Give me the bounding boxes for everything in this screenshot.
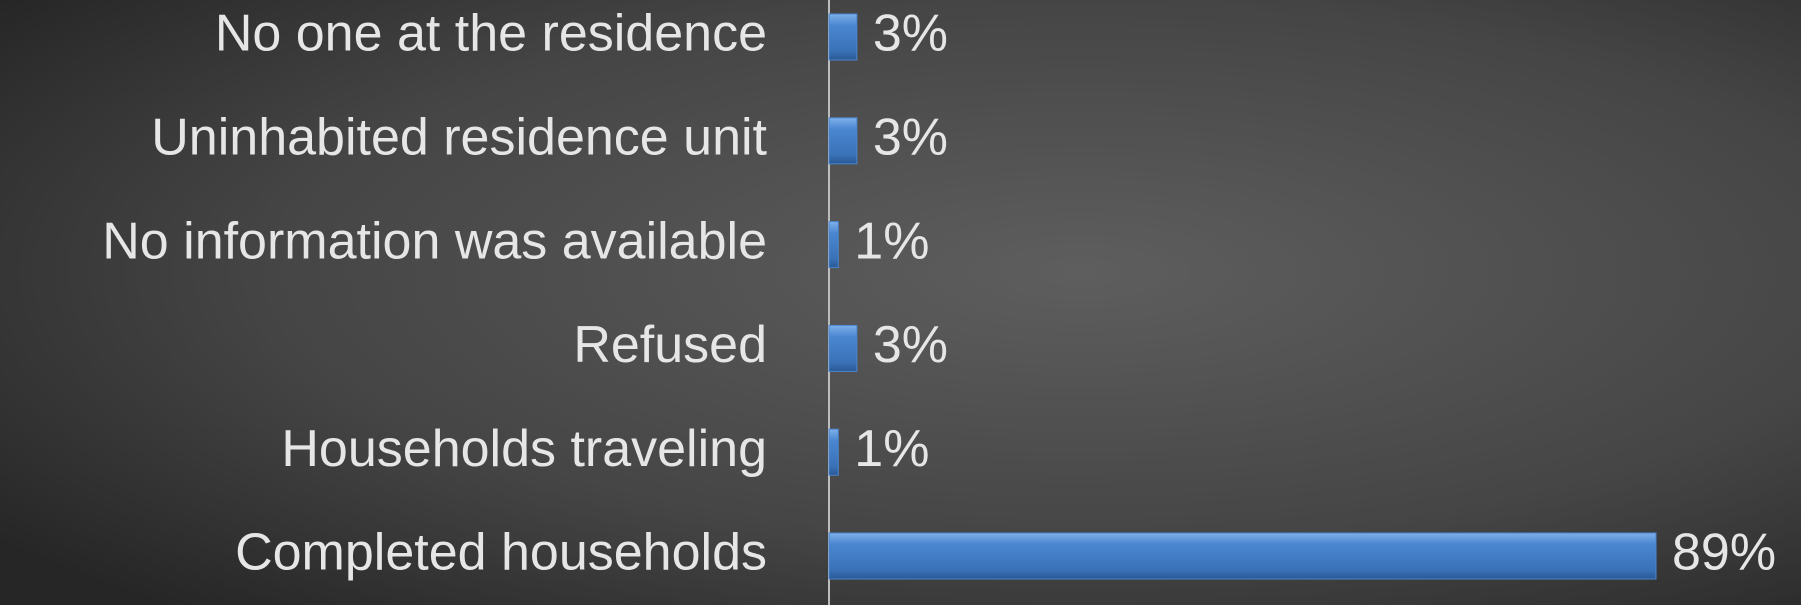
- bar: [828, 117, 858, 165]
- value-label: 3%: [873, 5, 948, 63]
- bar: [828, 532, 1657, 580]
- value-label: 3%: [873, 109, 948, 167]
- value-label: 1%: [854, 420, 929, 478]
- value-label: 3%: [873, 316, 948, 374]
- bar: [828, 221, 839, 269]
- category-label: No information was available: [102, 212, 767, 270]
- category-label: Refused: [573, 316, 767, 374]
- value-label: 1%: [854, 212, 929, 270]
- value-label: 89%: [1672, 524, 1776, 582]
- bar: [828, 13, 858, 61]
- category-label: Households traveling: [281, 420, 767, 478]
- bar: [828, 324, 858, 372]
- category-label: Completed households: [235, 524, 767, 582]
- category-label: Uninhabited residence unit: [151, 109, 767, 167]
- category-label: No one at the residence: [215, 5, 767, 63]
- bar: [828, 428, 839, 476]
